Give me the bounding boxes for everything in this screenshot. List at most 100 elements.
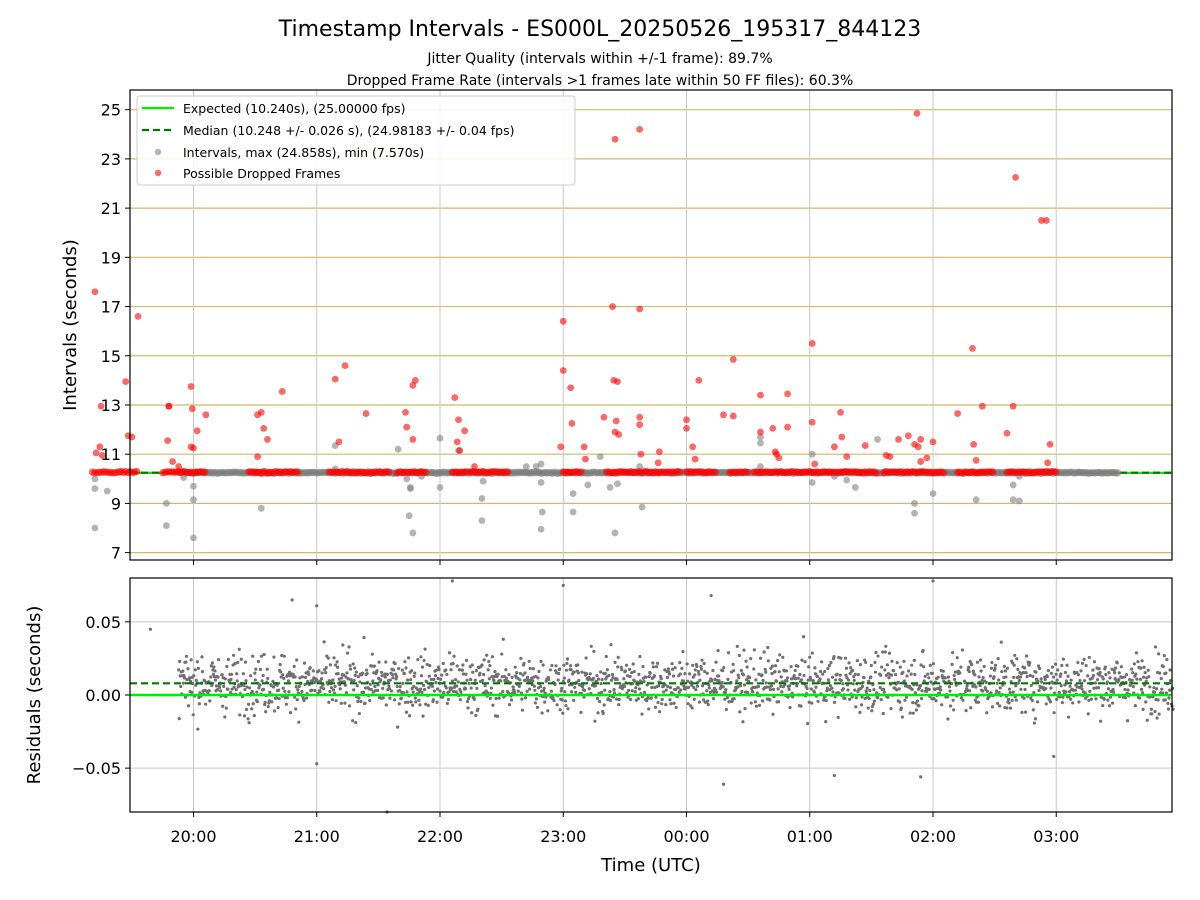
residual-point <box>1082 679 1087 683</box>
residual-point <box>328 689 332 694</box>
dropped-frame-outlier-point <box>92 449 100 457</box>
residual-point <box>455 664 459 668</box>
dropped-frame-outlier-point <box>190 444 197 452</box>
residual-point <box>480 678 485 682</box>
residual-point <box>660 702 664 706</box>
residual-point <box>615 697 619 701</box>
residual-point <box>492 678 496 683</box>
residual-point <box>953 677 957 681</box>
residual-point <box>209 675 213 679</box>
residual-point <box>604 654 608 659</box>
residual-point <box>633 679 637 683</box>
intervals-plot-frame <box>129 89 1173 561</box>
residual-point <box>444 686 448 690</box>
residual-point <box>368 698 372 703</box>
residual-point <box>485 653 489 657</box>
residual-point <box>825 689 829 693</box>
interval-outlier-point <box>479 477 487 485</box>
residual-point <box>1055 678 1059 682</box>
residual-point <box>186 667 190 671</box>
residual-point <box>826 678 830 682</box>
residual-point <box>846 688 850 692</box>
residual-point <box>881 650 885 654</box>
residual-point <box>695 684 699 688</box>
residual-point <box>218 685 222 690</box>
interval-outlier-point <box>91 485 99 493</box>
residual-point <box>236 660 240 664</box>
residual-point <box>946 717 950 721</box>
residual-point <box>542 689 546 693</box>
intervals-y-ticks: 7 9 11 13 15 17 19 21 23 25 <box>101 101 130 563</box>
residual-point <box>1148 685 1152 689</box>
residual-point <box>978 684 982 688</box>
residual-point <box>338 687 342 691</box>
residual-point <box>526 675 530 679</box>
residual-point <box>933 687 937 692</box>
residual-point <box>1137 696 1142 700</box>
residual-point <box>533 688 537 692</box>
residual-point <box>277 697 281 701</box>
residual-point <box>617 697 621 702</box>
residual-point <box>182 676 187 680</box>
residual-point <box>464 672 468 676</box>
interval-outlier-point <box>180 474 188 481</box>
residual-point <box>771 712 775 716</box>
residual-point <box>255 690 259 694</box>
interval-outlier-point <box>911 500 918 507</box>
residual-point <box>666 667 671 671</box>
residual-point <box>919 663 923 667</box>
residual-point <box>296 688 300 692</box>
residual-point <box>748 675 752 680</box>
residual-point <box>441 661 445 666</box>
residual-point <box>724 707 728 712</box>
residual-point <box>347 704 352 708</box>
residual-point <box>785 679 789 683</box>
residual-point <box>714 690 719 694</box>
residual-point <box>195 660 199 664</box>
residual-point <box>1015 657 1019 661</box>
residual-point <box>567 678 571 682</box>
residual-point <box>330 698 335 702</box>
residual-point <box>837 691 841 695</box>
residual-point <box>674 705 678 710</box>
residual-point <box>839 678 843 683</box>
residual-point <box>648 671 652 675</box>
residual-point <box>404 666 408 670</box>
residual-point <box>914 708 918 712</box>
residual-point <box>879 673 883 677</box>
residual-point <box>184 660 188 664</box>
residual-point <box>454 678 458 682</box>
residual-point <box>456 680 460 684</box>
dropped-frame-outlier-point <box>970 440 978 448</box>
residual-point <box>1086 674 1090 678</box>
residual-point <box>752 648 756 652</box>
residual-point <box>243 660 248 664</box>
residual-point <box>419 674 424 678</box>
residual-point <box>852 675 856 679</box>
residual-point <box>835 672 839 676</box>
intervals-y-tick-label: 13 <box>101 396 121 415</box>
residual-point <box>776 658 780 663</box>
residual-point <box>841 682 845 686</box>
residual-point <box>697 672 701 676</box>
residual-point <box>1031 674 1035 678</box>
interval-outlier-point <box>874 436 881 443</box>
residual-point <box>1014 684 1018 688</box>
dropped-frame-outlier-point <box>683 416 690 424</box>
residual-point <box>712 690 716 695</box>
residual-point <box>187 676 192 680</box>
residual-point <box>1076 660 1080 665</box>
residual-point <box>630 689 634 693</box>
residual-point <box>1133 704 1137 708</box>
residual-point <box>1145 718 1149 722</box>
residual-point <box>953 670 957 674</box>
residual-point <box>536 676 540 680</box>
residual-point <box>222 684 226 688</box>
residual-point <box>473 678 477 682</box>
residual-point <box>926 672 930 676</box>
residual-point <box>1045 675 1049 679</box>
residual-point <box>865 686 869 690</box>
residual-point <box>410 669 414 673</box>
residual-point <box>216 675 220 679</box>
chart-subtitle-dropped: Dropped Frame Rate (intervals >1 frames … <box>347 73 854 89</box>
